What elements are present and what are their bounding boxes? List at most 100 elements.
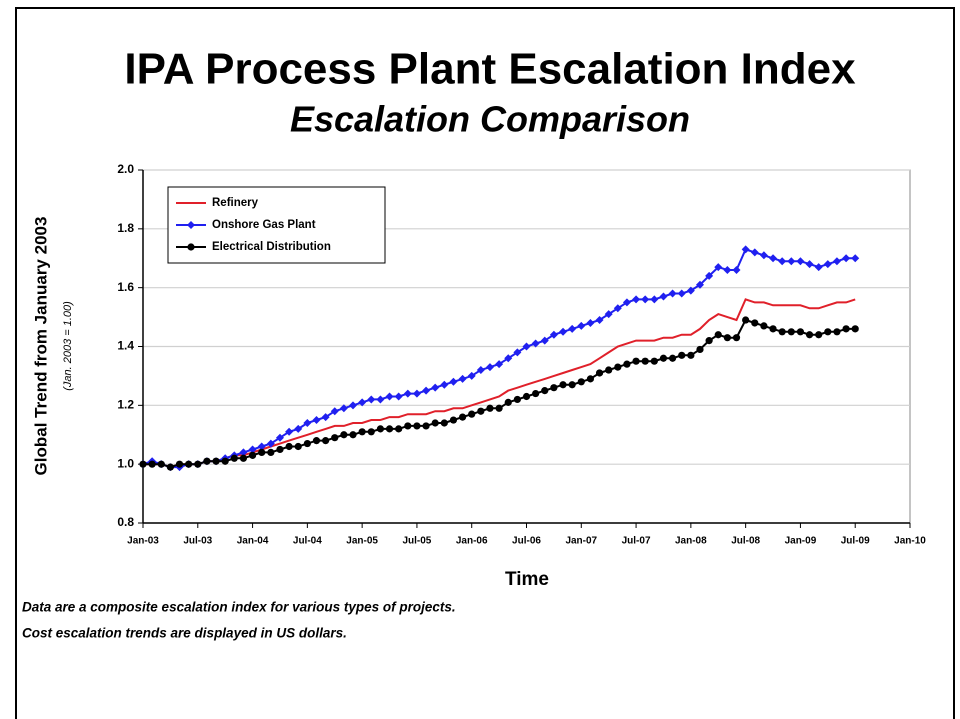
- y-axis-sublabel: (Jan. 2003 = 1.00): [62, 301, 74, 391]
- marker: [285, 442, 293, 451]
- marker: [468, 410, 476, 418]
- marker: [605, 366, 613, 374]
- x-tick-label: Jan-09: [785, 536, 817, 547]
- marker: [532, 389, 540, 398]
- x-tick-label: Jul-06: [512, 536, 541, 547]
- marker: [732, 266, 741, 275]
- marker: [623, 360, 631, 368]
- marker: [239, 448, 248, 457]
- marker: [577, 321, 586, 330]
- marker: [339, 404, 348, 413]
- marker: [504, 398, 512, 406]
- marker: [294, 424, 303, 433]
- marker: [568, 381, 576, 389]
- marker: [815, 331, 823, 339]
- x-tick-label: Jan-08: [675, 536, 707, 547]
- marker: [677, 289, 686, 298]
- marker: [595, 316, 604, 325]
- marker: [358, 428, 366, 436]
- marker: [769, 254, 778, 263]
- marker: [832, 257, 841, 266]
- marker: [668, 354, 677, 362]
- marker: [449, 416, 458, 424]
- marker: [577, 378, 585, 386]
- marker: [248, 451, 257, 459]
- y-tick-label: 1.0: [117, 456, 134, 470]
- marker: [632, 295, 641, 304]
- marker: [440, 419, 448, 427]
- marker: [257, 442, 266, 451]
- marker: [805, 331, 814, 339]
- x-tick-label: Jul-07: [622, 536, 651, 547]
- marker: [230, 454, 238, 462]
- marker: [851, 254, 860, 263]
- marker: [212, 457, 220, 465]
- marker: [559, 381, 567, 389]
- marker: [641, 357, 649, 365]
- marker: [549, 330, 558, 339]
- marker: [796, 257, 805, 266]
- marker: [495, 404, 503, 412]
- marker: [458, 374, 467, 383]
- marker: [714, 263, 723, 272]
- marker: [705, 271, 714, 280]
- marker: [486, 404, 494, 412]
- y-axis-label: Global Trend from January 2003: [31, 217, 50, 476]
- marker: [513, 348, 522, 357]
- marker: [266, 439, 275, 448]
- marker: [732, 334, 741, 342]
- x-axis-label: Time: [505, 569, 549, 590]
- marker: [522, 342, 531, 351]
- marker: [303, 418, 312, 427]
- chart-title: IPA Process Plant Escalation Index: [124, 45, 856, 94]
- marker: [796, 328, 805, 336]
- marker: [678, 351, 686, 359]
- marker: [851, 325, 859, 333]
- x-tick-label: Jul-05: [402, 536, 431, 547]
- marker: [787, 328, 795, 336]
- marker: [422, 422, 430, 430]
- marker: [714, 331, 722, 339]
- chart-subtitle: Escalation Comparison: [290, 99, 690, 140]
- marker: [376, 425, 385, 433]
- marker: [659, 292, 668, 301]
- marker: [331, 434, 339, 442]
- marker: [485, 363, 494, 372]
- marker: [613, 304, 622, 313]
- marker: [422, 386, 431, 395]
- marker: [751, 319, 759, 327]
- marker: [394, 392, 403, 401]
- marker: [595, 369, 604, 377]
- legend-label: Refinery: [212, 197, 259, 209]
- marker: [139, 460, 147, 468]
- x-tick-label: Jan-06: [456, 536, 488, 547]
- marker: [321, 413, 330, 422]
- marker: [759, 251, 768, 260]
- legend-label: Onshore Gas Plant: [212, 219, 316, 231]
- marker: [395, 425, 403, 433]
- marker: [385, 425, 394, 433]
- marker: [586, 318, 595, 327]
- note: Data are a composite escalation index fo…: [22, 600, 456, 615]
- marker: [650, 357, 658, 365]
- x-tick-label: Jul-08: [731, 536, 760, 547]
- marker: [312, 437, 321, 445]
- marker: [604, 310, 613, 319]
- marker: [614, 363, 622, 371]
- marker: [541, 387, 549, 395]
- x-tick-label: Jan-10: [894, 536, 926, 547]
- marker: [248, 445, 257, 454]
- marker: [513, 395, 521, 404]
- y-tick-label: 1.2: [117, 398, 134, 412]
- marker: [340, 431, 348, 439]
- marker: [778, 257, 787, 266]
- x-tick-label: Jan-05: [346, 536, 378, 547]
- marker: [440, 380, 449, 389]
- y-tick-label: 0.8: [117, 515, 134, 529]
- marker: [312, 416, 321, 425]
- marker: [814, 263, 823, 272]
- marker: [650, 295, 659, 304]
- marker: [750, 248, 759, 257]
- marker: [385, 392, 394, 401]
- marker: [495, 360, 504, 369]
